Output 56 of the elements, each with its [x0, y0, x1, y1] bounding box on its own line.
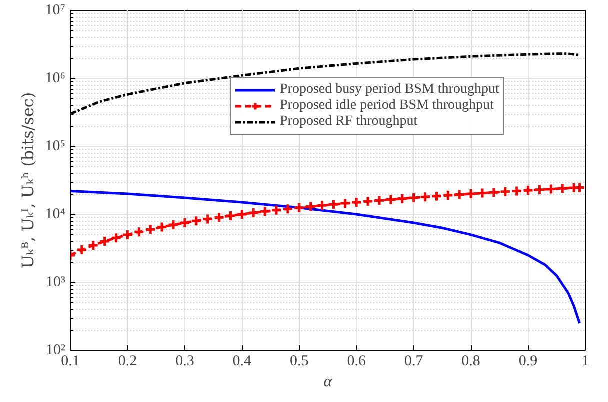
point	[282, 203, 294, 215]
x-axis-title: α	[324, 374, 333, 390]
point	[454, 189, 466, 201]
point	[430, 190, 442, 202]
point	[214, 212, 226, 224]
point	[88, 240, 100, 252]
x-tick-label: 1	[582, 354, 590, 370]
point	[294, 202, 306, 214]
point	[202, 214, 214, 226]
point	[270, 204, 282, 216]
point	[545, 184, 557, 196]
point	[534, 184, 546, 196]
point	[420, 191, 432, 203]
point	[99, 236, 111, 248]
x-tick-label: 0.4	[232, 354, 252, 370]
point	[316, 200, 328, 212]
point	[328, 198, 340, 210]
point	[236, 208, 248, 220]
x-tick-label: 0.9	[518, 354, 538, 370]
x-tick-label: 0.8	[462, 354, 480, 370]
point	[179, 217, 191, 229]
legend-label: Proposed busy period BSM throughput	[280, 82, 500, 98]
x-tick-label: 0.7	[404, 354, 424, 370]
point	[133, 226, 145, 238]
point	[350, 196, 362, 208]
y-axis-title: Uₖᴮ, Uₖᴵ, Uₖʰ (bits/sec)	[18, 92, 38, 269]
y-tick-label: 10⁶	[45, 70, 66, 86]
point	[511, 185, 523, 197]
point	[190, 215, 202, 227]
y-tick-label: 10⁵	[45, 138, 66, 154]
point	[362, 196, 374, 208]
point	[385, 194, 397, 206]
y-tick-label: 10³	[46, 274, 66, 290]
x-tick-label: 0.3	[176, 354, 194, 370]
point	[339, 198, 351, 210]
point	[442, 190, 454, 202]
x-tick-label: 0.6	[347, 354, 366, 370]
point	[76, 244, 88, 256]
point	[168, 219, 180, 231]
legend-label: Proposed idle period BSM throughput	[280, 98, 494, 114]
point	[122, 229, 134, 241]
point	[259, 206, 271, 218]
point	[156, 221, 168, 233]
point	[488, 186, 500, 198]
point	[110, 232, 122, 244]
point	[144, 224, 156, 236]
x-tick-label: 0.1	[61, 354, 80, 370]
y-tick-label: 10⁷	[45, 2, 66, 18]
y-tick-label: 10⁴	[45, 206, 66, 222]
point	[224, 210, 236, 222]
point	[248, 207, 260, 219]
legend-label: Proposed RF throughput	[280, 114, 418, 130]
point	[305, 201, 317, 212]
x-tick-label: 0.2	[118, 354, 138, 370]
line-series	[70, 190, 582, 325]
x-tick-label: 0.5	[290, 354, 309, 370]
